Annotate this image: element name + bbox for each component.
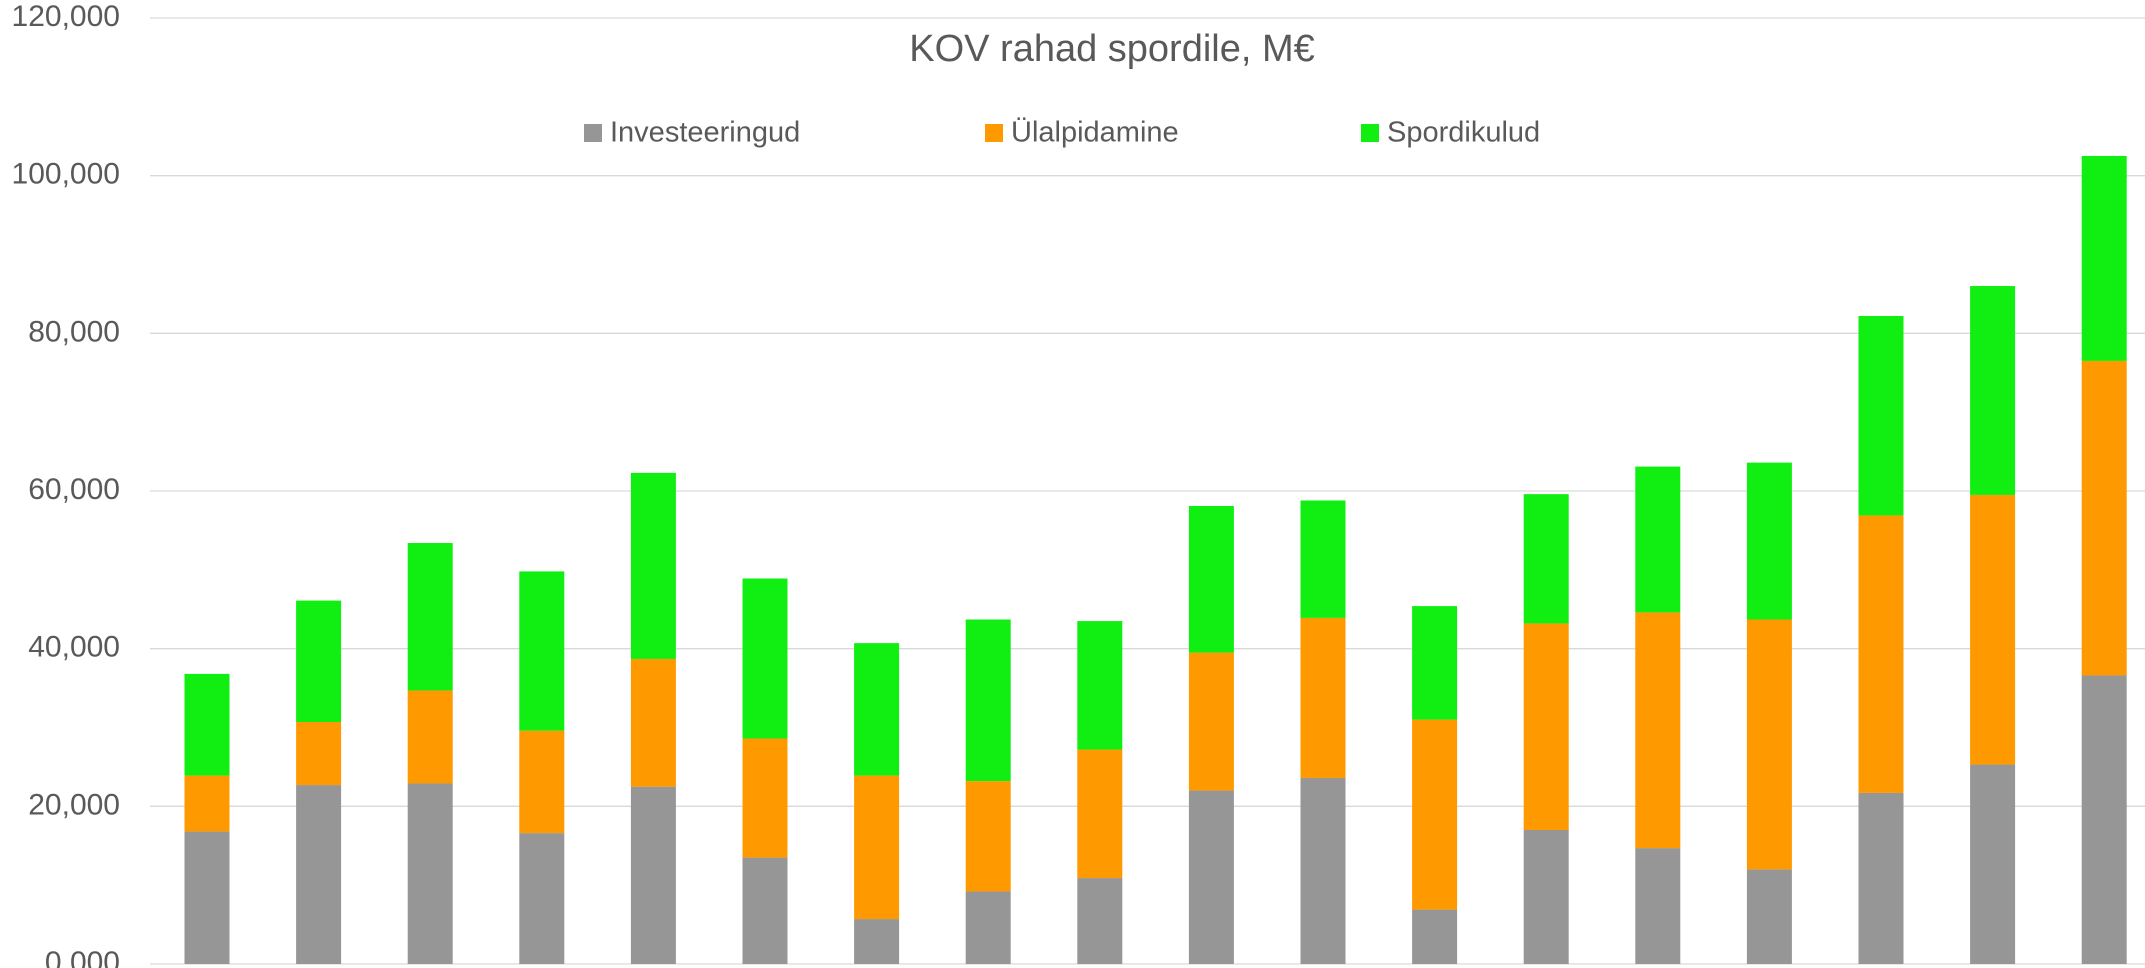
y-tick-label: 120,000 xyxy=(12,0,120,33)
bar-segment xyxy=(854,919,900,964)
bar-segment xyxy=(1858,315,1904,516)
bar-segment xyxy=(742,578,788,739)
bar-segment xyxy=(1077,749,1123,879)
bar-segment xyxy=(1746,869,1792,964)
bar-segment xyxy=(296,600,342,722)
bar-segment xyxy=(1635,612,1681,849)
bar-segment xyxy=(630,786,676,964)
y-tick-label: 20,000 xyxy=(28,788,120,821)
bar-segment xyxy=(1970,286,2016,495)
bar-segment xyxy=(296,721,342,786)
y-tick-label: 0,000 xyxy=(45,946,120,968)
bar-segment xyxy=(1523,829,1569,964)
bar-segment xyxy=(1077,621,1123,750)
bar-segment xyxy=(1412,719,1458,910)
bar-segment xyxy=(1188,505,1234,653)
bar-segment xyxy=(184,673,230,776)
bar-segment xyxy=(1188,652,1234,791)
bar-segment xyxy=(519,571,565,731)
bar-segment xyxy=(407,783,453,964)
bar-segment xyxy=(742,738,788,858)
bar-segment xyxy=(407,543,453,691)
chart-title: KOV rahad spordile, M€ xyxy=(909,28,1315,70)
bar-segment xyxy=(184,775,230,832)
bar-segment xyxy=(1858,792,1904,964)
bar-segment xyxy=(519,730,565,834)
bar-segment xyxy=(630,472,676,659)
legend-swatch xyxy=(584,124,602,142)
bar-segment xyxy=(630,658,676,787)
bar-segment xyxy=(742,857,788,964)
y-tick-label: 100,000 xyxy=(12,158,120,191)
bar-segment xyxy=(2081,360,2127,676)
bar-segment xyxy=(184,831,230,964)
bar-segment xyxy=(1412,606,1458,720)
bar-segment xyxy=(519,833,565,964)
bar-segment xyxy=(854,643,900,776)
y-tick-label: 60,000 xyxy=(28,473,120,506)
bar-segment xyxy=(1188,790,1234,964)
y-tick-label: 80,000 xyxy=(28,315,120,348)
legend-swatch xyxy=(985,124,1003,142)
bar-segment xyxy=(1077,878,1123,964)
bar-segment xyxy=(1746,462,1792,620)
bar-segment xyxy=(1746,619,1792,870)
bar-segment xyxy=(1635,466,1681,613)
bar-segment xyxy=(1635,848,1681,964)
bar-segment xyxy=(1523,623,1569,830)
bar-segment xyxy=(965,619,1011,782)
bar-segment xyxy=(1300,777,1346,964)
bar-segment xyxy=(1970,764,2016,964)
legend-swatch xyxy=(1361,124,1379,142)
bar-segment xyxy=(1300,617,1346,778)
bar-segment xyxy=(407,690,453,784)
bar-segment xyxy=(1412,909,1458,964)
legend-label: Spordikulud xyxy=(1387,117,1540,149)
bar-segment xyxy=(1970,494,2016,765)
bar-segment xyxy=(296,785,342,964)
bar-segment xyxy=(1523,494,1569,624)
bar-segment xyxy=(2081,675,2127,964)
bar-segment xyxy=(854,775,900,920)
legend-label: Investeeringud xyxy=(610,117,800,149)
bar-segment xyxy=(1300,500,1346,618)
y-tick-label: 40,000 xyxy=(28,631,120,664)
bar-segment xyxy=(1858,515,1904,793)
bar-segment xyxy=(2081,155,2127,361)
legend-label: Ülalpidamine xyxy=(1011,117,1179,149)
bar-segment xyxy=(965,891,1011,964)
bar-segment xyxy=(965,781,1011,892)
